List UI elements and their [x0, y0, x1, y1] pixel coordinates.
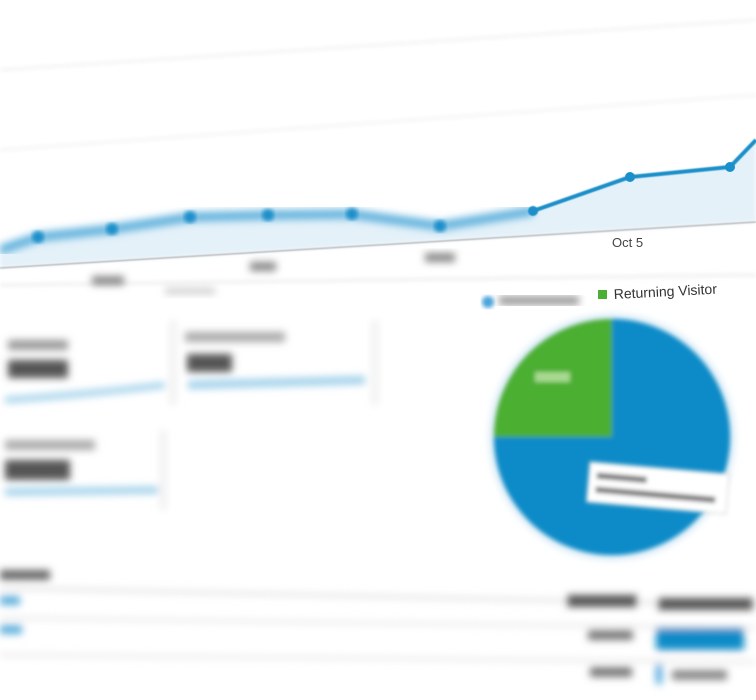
table	[0, 570, 756, 684]
pie-slices	[494, 319, 730, 555]
area-fill	[0, 140, 756, 268]
line-chart: Oct 5	[0, 138, 756, 294]
pie-tooltip	[585, 461, 731, 515]
legend-label: Returning Visitor	[613, 281, 717, 302]
background-lines	[0, 19, 756, 286]
line-blurred	[0, 206, 534, 255]
blurred-x-labels	[92, 253, 455, 294]
x-tick-label: Oct 5	[612, 235, 643, 250]
pie-chart: Returning Visitor	[482, 281, 734, 559]
legend: Returning Visitor	[482, 281, 718, 308]
metric-cards	[4, 320, 378, 510]
line	[532, 138, 756, 213]
x-axis	[0, 221, 756, 269]
points	[32, 162, 735, 243]
